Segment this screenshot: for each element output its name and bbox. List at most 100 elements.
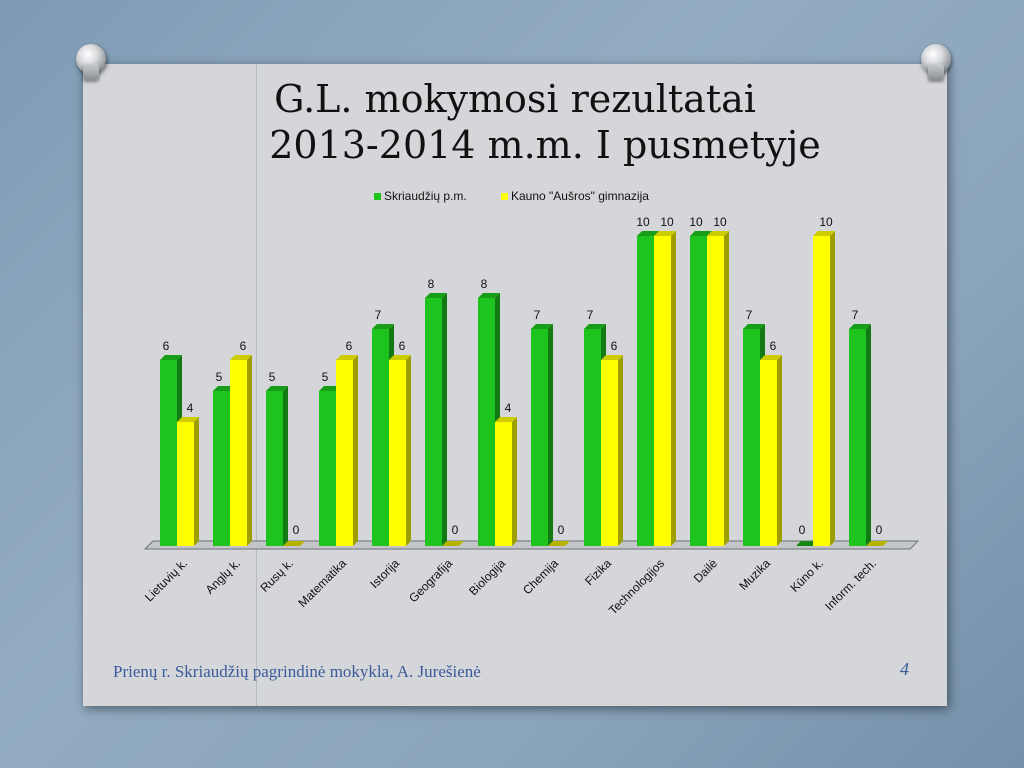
bar-top bbox=[177, 417, 199, 422]
title-line-2: 2013-2014 m.m. I pusmetyje bbox=[269, 123, 821, 167]
category-label: Inform. tech. bbox=[822, 556, 879, 613]
bar-side bbox=[724, 231, 729, 546]
data-label: 8 bbox=[428, 277, 435, 291]
bar-top bbox=[230, 355, 252, 360]
bar bbox=[601, 360, 618, 546]
category-label: Istorija bbox=[367, 556, 402, 591]
legend-label: Skriaudžių p.m. bbox=[384, 189, 467, 203]
bar bbox=[213, 391, 230, 546]
bar bbox=[319, 391, 336, 546]
bar bbox=[160, 360, 177, 546]
bar-side bbox=[671, 231, 676, 546]
bar-top bbox=[601, 355, 623, 360]
legend-swatch bbox=[374, 193, 381, 200]
data-label: 6 bbox=[240, 339, 247, 353]
pin-icon bbox=[921, 44, 951, 80]
bar-top bbox=[743, 324, 765, 329]
pin-icon bbox=[76, 44, 106, 80]
data-label: 5 bbox=[322, 370, 329, 384]
data-label: 0 bbox=[452, 523, 459, 537]
bar-side bbox=[283, 386, 288, 546]
category-label: Biologija bbox=[466, 556, 508, 598]
data-label: 6 bbox=[346, 339, 353, 353]
bar-top bbox=[531, 324, 553, 329]
data-label: 6 bbox=[611, 339, 618, 353]
bar bbox=[336, 360, 353, 546]
data-label: 8 bbox=[481, 277, 488, 291]
bar-top bbox=[266, 386, 288, 391]
bar bbox=[548, 541, 570, 546]
bar bbox=[796, 541, 818, 546]
bar bbox=[177, 422, 194, 546]
bar bbox=[283, 541, 305, 546]
data-label: 7 bbox=[587, 308, 594, 322]
bar-side bbox=[777, 355, 782, 546]
bar bbox=[866, 541, 888, 546]
bar bbox=[531, 329, 548, 546]
bar-top bbox=[760, 355, 782, 360]
bar bbox=[425, 298, 442, 546]
category-label: Rusų k. bbox=[257, 556, 296, 595]
bar bbox=[690, 236, 707, 546]
bar-top bbox=[495, 417, 517, 422]
data-label: 7 bbox=[375, 308, 382, 322]
bar bbox=[584, 329, 601, 546]
data-label: 6 bbox=[770, 339, 777, 353]
bar-top bbox=[654, 231, 676, 236]
category-label: Matematika bbox=[295, 556, 349, 610]
category-label: Chemija bbox=[520, 556, 561, 597]
data-label: 10 bbox=[819, 215, 833, 229]
data-label: 10 bbox=[713, 215, 727, 229]
legend-swatch bbox=[501, 193, 508, 200]
data-label: 0 bbox=[799, 523, 806, 537]
footer-text: Prienų r. Skriaudžių pagrindinė mokykla,… bbox=[113, 662, 481, 681]
category-label: Technologijos bbox=[606, 556, 667, 617]
bar-side bbox=[512, 417, 517, 546]
data-label: 10 bbox=[660, 215, 674, 229]
bar bbox=[707, 236, 724, 546]
bar bbox=[372, 329, 389, 546]
bar bbox=[230, 360, 247, 546]
slide-title: G.L. mokymosi rezultatai 2013-2014 m.m. … bbox=[83, 76, 947, 168]
bar bbox=[266, 391, 283, 546]
bar-top bbox=[813, 231, 835, 236]
data-label: 0 bbox=[558, 523, 565, 537]
category-label: Dailė bbox=[691, 556, 720, 585]
data-label: 4 bbox=[505, 401, 512, 415]
bar-top bbox=[319, 386, 341, 391]
bar-side bbox=[548, 324, 553, 546]
bar bbox=[389, 360, 406, 546]
category-label: Geografija bbox=[406, 556, 455, 605]
bar-side bbox=[406, 355, 411, 546]
category-label: Muzika bbox=[736, 556, 773, 593]
bar-top bbox=[160, 355, 182, 360]
data-label: 0 bbox=[876, 523, 883, 537]
data-label: 7 bbox=[746, 308, 753, 322]
bar-side bbox=[442, 293, 447, 546]
bar-top bbox=[707, 231, 729, 236]
bar-side bbox=[194, 417, 199, 546]
bar-side bbox=[353, 355, 358, 546]
bar-top bbox=[478, 293, 500, 298]
bar bbox=[813, 236, 830, 546]
bar-side bbox=[247, 355, 252, 546]
bar-top bbox=[425, 293, 447, 298]
bar-top bbox=[372, 324, 394, 329]
bar-top bbox=[336, 355, 358, 360]
bar-top bbox=[690, 231, 712, 236]
bar-top bbox=[849, 324, 871, 329]
category-label: Kūno k. bbox=[787, 556, 826, 595]
data-label: 5 bbox=[269, 370, 276, 384]
bar bbox=[760, 360, 777, 546]
data-label: 4 bbox=[187, 401, 194, 415]
data-label: 6 bbox=[163, 339, 170, 353]
title-line-1: G.L. mokymosi rezultatai bbox=[274, 77, 756, 121]
page-number: 4 bbox=[900, 659, 909, 679]
bar-top bbox=[213, 386, 235, 391]
bar bbox=[442, 541, 464, 546]
data-label: 0 bbox=[293, 523, 300, 537]
bar-side bbox=[830, 231, 835, 546]
legend-label: Kauno "Aušros" gimnazija bbox=[511, 189, 649, 203]
data-label: 10 bbox=[636, 215, 650, 229]
